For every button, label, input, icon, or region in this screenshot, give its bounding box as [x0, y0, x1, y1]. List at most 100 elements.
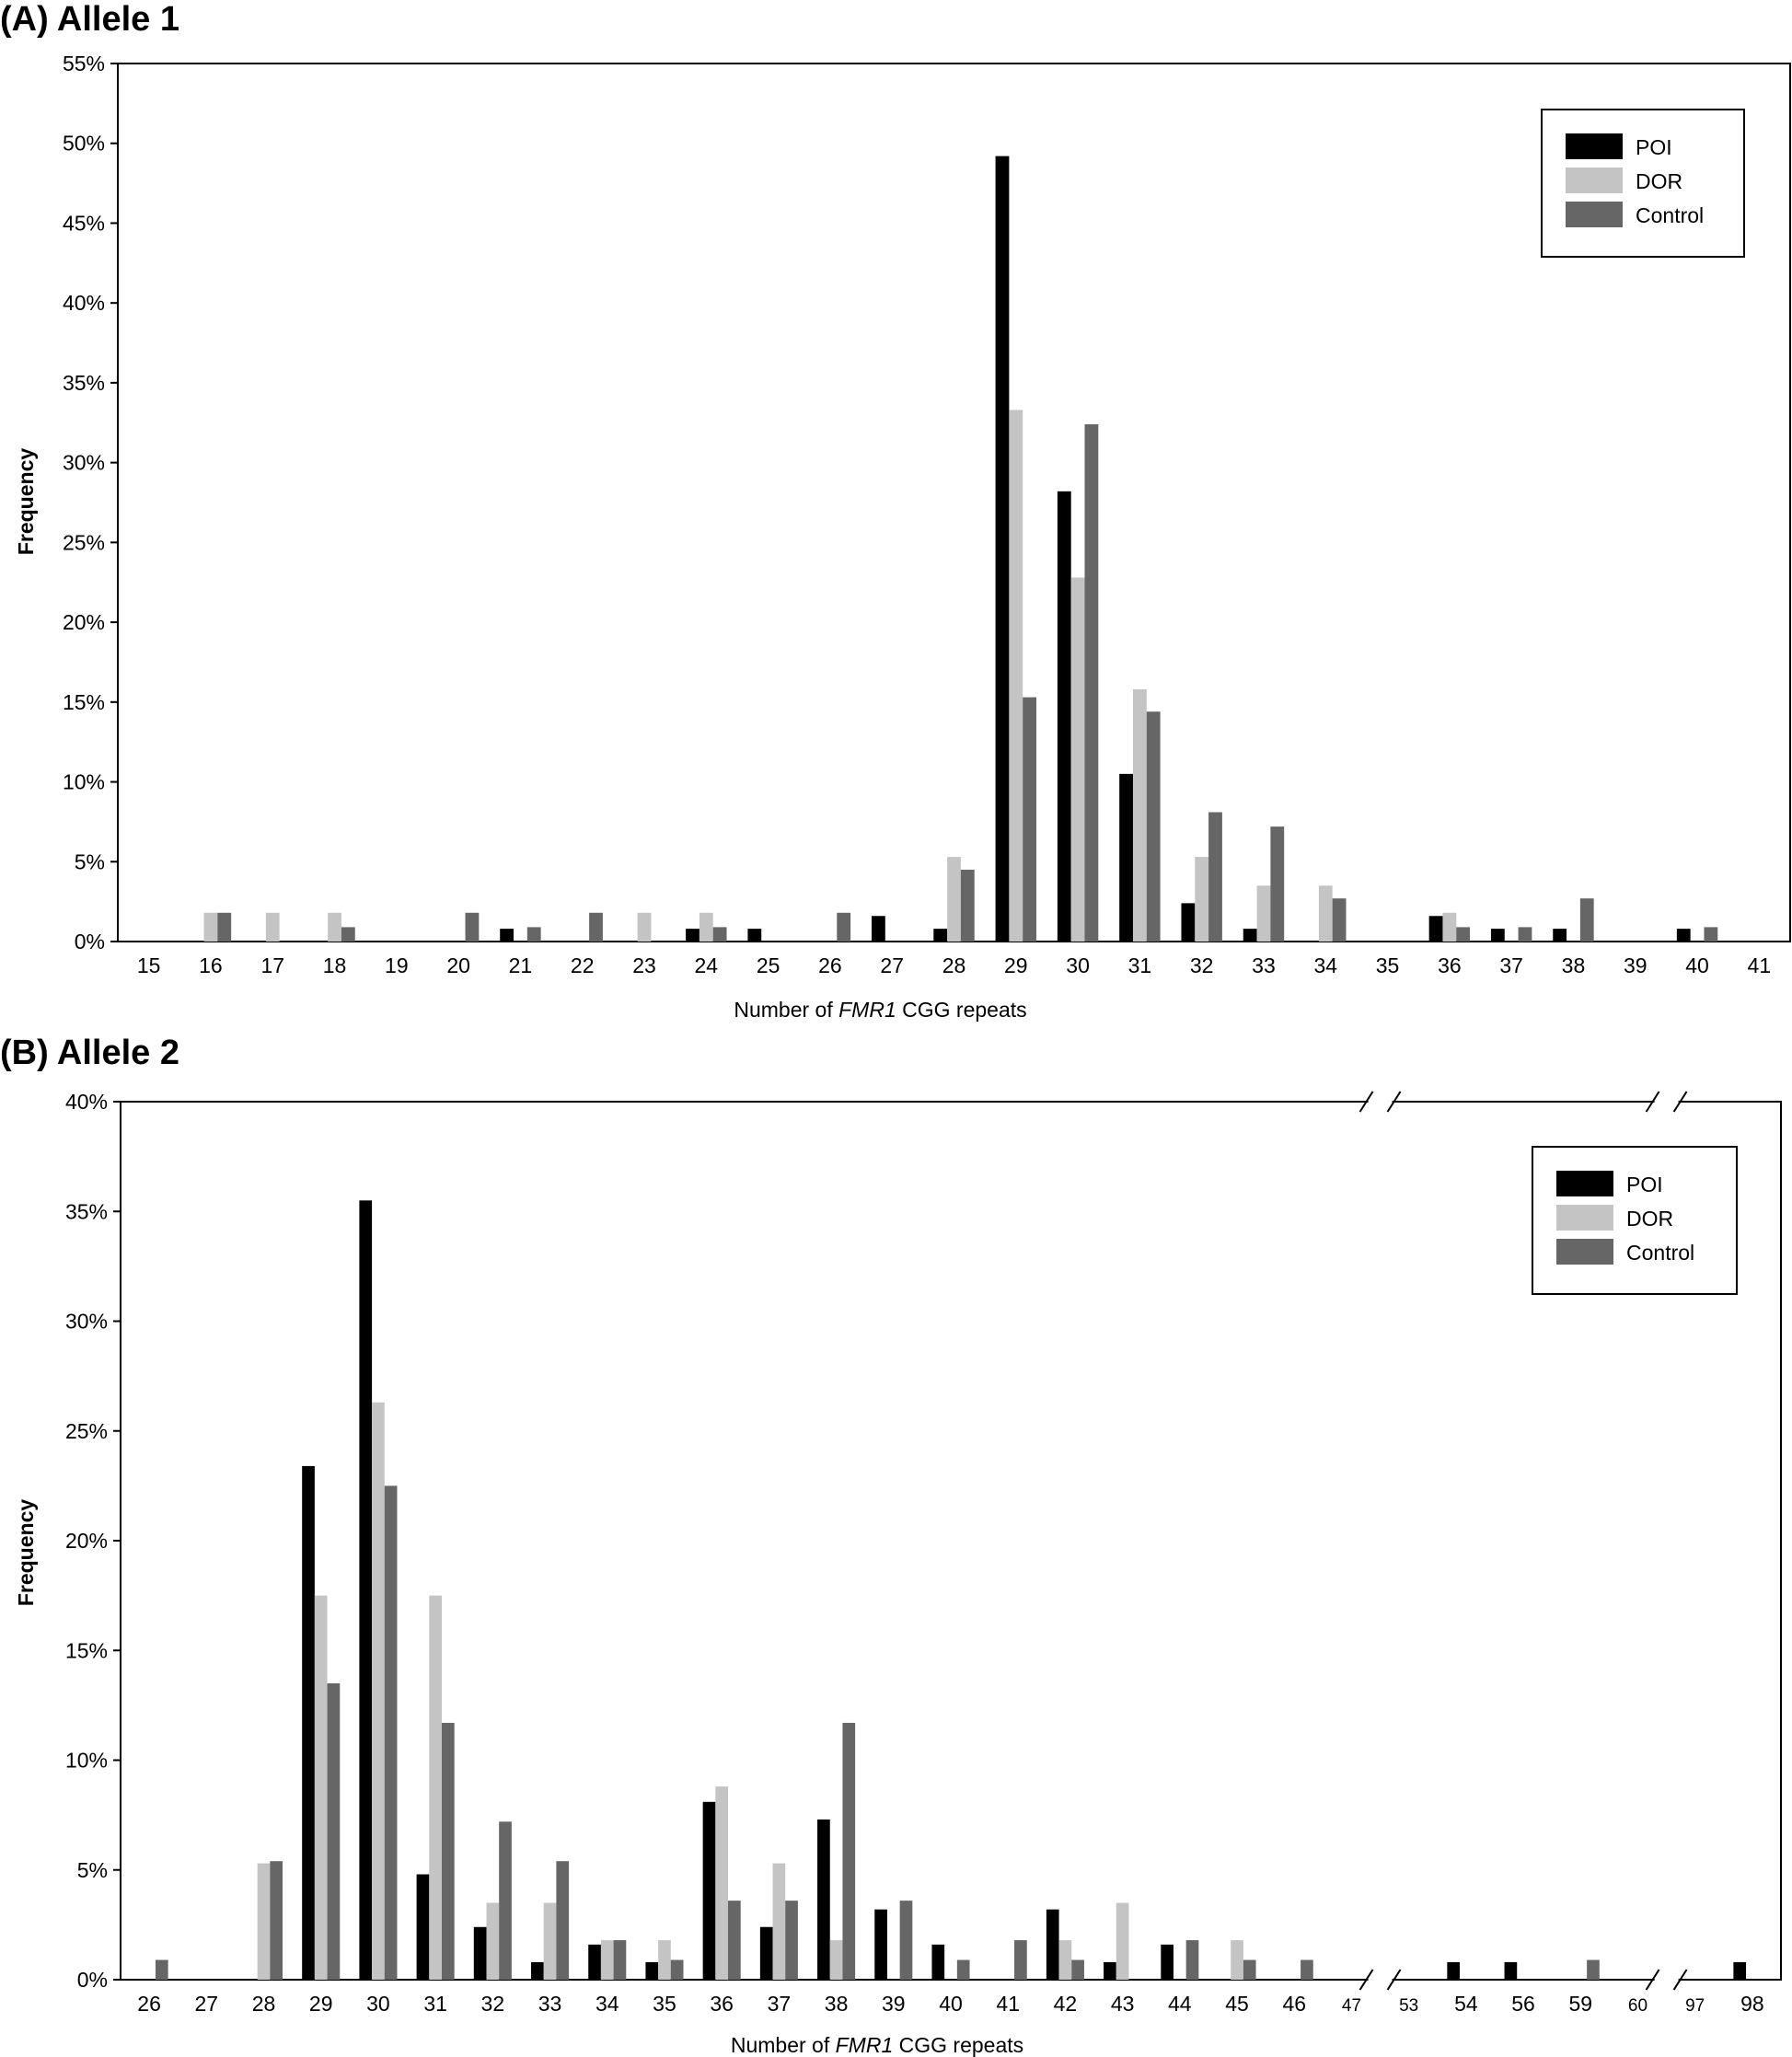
y-tick-label: 30%	[65, 1310, 108, 1334]
axis-break-mark	[1645, 1091, 1660, 1113]
x-tick-label: 25	[757, 953, 780, 977]
bar-poi-32	[473, 1926, 487, 1980]
y-tick-label: 15%	[65, 1638, 108, 1662]
y-tick-label: 10%	[63, 770, 105, 794]
bar-control-24	[712, 927, 727, 942]
bar-poi-30	[1057, 491, 1071, 942]
x-tick-label: 41	[996, 1992, 1020, 2016]
bar-control-38	[1579, 898, 1594, 942]
bar-dor-34	[600, 1940, 614, 1980]
x-tick-label: 30	[366, 1992, 390, 2016]
bar-poi-35	[645, 1961, 659, 1980]
bar-poi-28	[933, 929, 948, 942]
legend-swatch-poi	[1566, 133, 1623, 159]
bar-control-36	[1456, 927, 1471, 942]
bar-poi-34	[588, 1944, 601, 1980]
x-axis-label: Number of FMR1 CGG repeats	[731, 2033, 1023, 2057]
bar-poi-37	[759, 1926, 773, 1980]
legend: POI DOR Control	[1541, 109, 1745, 258]
x-tick-label: 41	[1748, 953, 1772, 977]
bar-control-36	[728, 1901, 741, 1980]
x-tick-label: 45	[1225, 1992, 1249, 2016]
bar-poi-38	[1553, 929, 1567, 942]
bar-dor-34	[1318, 885, 1333, 942]
bar-poi-38	[817, 1819, 830, 1980]
bar-poi-40	[931, 1944, 945, 1980]
x-tick-label: 43	[1111, 1992, 1135, 2016]
x-tick-label: 39	[1624, 953, 1647, 977]
x-tick-label: 35	[1376, 953, 1400, 977]
bar-control-32	[1208, 812, 1222, 942]
bar-control-30	[1084, 424, 1099, 942]
x-tick-label: 18	[323, 953, 347, 977]
x-tick-label: 36	[1438, 953, 1462, 977]
x-tick-label: 20	[446, 953, 470, 977]
bar-control-42	[1071, 1959, 1084, 1980]
x-tick-label: 27	[880, 953, 904, 977]
x-tick-label: 28	[942, 953, 966, 977]
bar-poi-33	[531, 1961, 544, 1980]
bar-control-41	[1014, 1940, 1027, 1980]
x-tick-label: 34	[1313, 953, 1337, 977]
bar-control-20	[465, 912, 480, 942]
bar-dor-36	[1442, 912, 1457, 942]
chart-panel-1: (A) Allele 1 0% 5% 10% 15% 20% 25% 30% 35% 40% 45%…	[0, 0, 1791, 1022]
x-tick-label: 15	[137, 953, 161, 977]
bar-dor-28	[947, 857, 961, 942]
x-tick-label: 36	[710, 1992, 734, 2016]
x-tick-label: 26	[818, 953, 842, 977]
bar-dor-31	[1132, 688, 1147, 942]
bar-control-37	[1518, 927, 1532, 942]
axis-break-gap	[1654, 1977, 1679, 1982]
y-tick-label: 35%	[63, 371, 105, 395]
x-tick-label: 32	[1190, 953, 1214, 977]
y-tick-label: 25%	[63, 530, 105, 554]
bar-poi-27	[871, 916, 885, 942]
bar-control-26	[837, 912, 851, 942]
bar-poi-39	[874, 1909, 887, 1980]
x-tick-label: 54	[1454, 1992, 1478, 2016]
bar-dor-33	[543, 1902, 557, 1980]
bar-poi-56	[1504, 1961, 1518, 1980]
bar-dor-17	[265, 912, 280, 942]
y-tick-label: 30%	[63, 451, 105, 475]
bar-poi-31	[1119, 773, 1133, 942]
bar-dor-36	[715, 1786, 729, 1980]
bar-control-45	[1243, 1959, 1256, 1980]
x-tick-label: 40	[1685, 953, 1709, 977]
bar-dor-28	[257, 1863, 271, 1980]
bar-dor-45	[1231, 1940, 1243, 1980]
bar-dor-16	[203, 912, 218, 942]
bar-poi-21	[500, 929, 514, 942]
y-tick-label: 35%	[65, 1199, 108, 1223]
x-tick-label: 59	[1568, 1992, 1592, 2016]
bar-dor-43	[1116, 1902, 1129, 1980]
bar-control-32	[499, 1821, 512, 1980]
x-tick-label: 44	[1168, 1992, 1192, 2016]
y-tick-label: 25%	[65, 1419, 108, 1443]
x-tick-label: 16	[199, 953, 223, 977]
x-tick-label: 29	[309, 1992, 333, 2016]
bar-control-28	[270, 1861, 283, 1980]
y-tick-label: 0%	[77, 1968, 108, 1992]
x-tick-label: 56	[1511, 1992, 1535, 2016]
y-tick-label: 0%	[75, 930, 105, 953]
legend-label: Control	[1636, 203, 1704, 227]
x-tick-label: 60	[1628, 1996, 1647, 2016]
x-tick-label: 38	[825, 1992, 849, 2016]
x-tick-label: 17	[260, 953, 284, 977]
legend-label: DOR	[1626, 1207, 1673, 1231]
x-tick-label: 23	[632, 953, 656, 977]
legend-swatch-dor	[1556, 1205, 1613, 1231]
bar-control-31	[1146, 711, 1161, 942]
bar-poi-29	[302, 1465, 315, 1980]
axis-break-gap	[1654, 1099, 1679, 1104]
bar-control-28	[960, 869, 975, 942]
chart-panel-2: (B) Allele 2 0% 5% 10% 15% 20% 25% 30% 35% 40% Fre…	[0, 1034, 1782, 2057]
bar-poi-54	[1447, 1961, 1461, 1980]
bar-dor-23	[637, 912, 652, 942]
x-tick-label: 28	[252, 1992, 276, 2016]
x-axis-label: Number of FMR1 CGG repeats	[734, 998, 1026, 1022]
bar-poi-25	[747, 929, 762, 942]
x-tick-label: 39	[882, 1992, 906, 2016]
